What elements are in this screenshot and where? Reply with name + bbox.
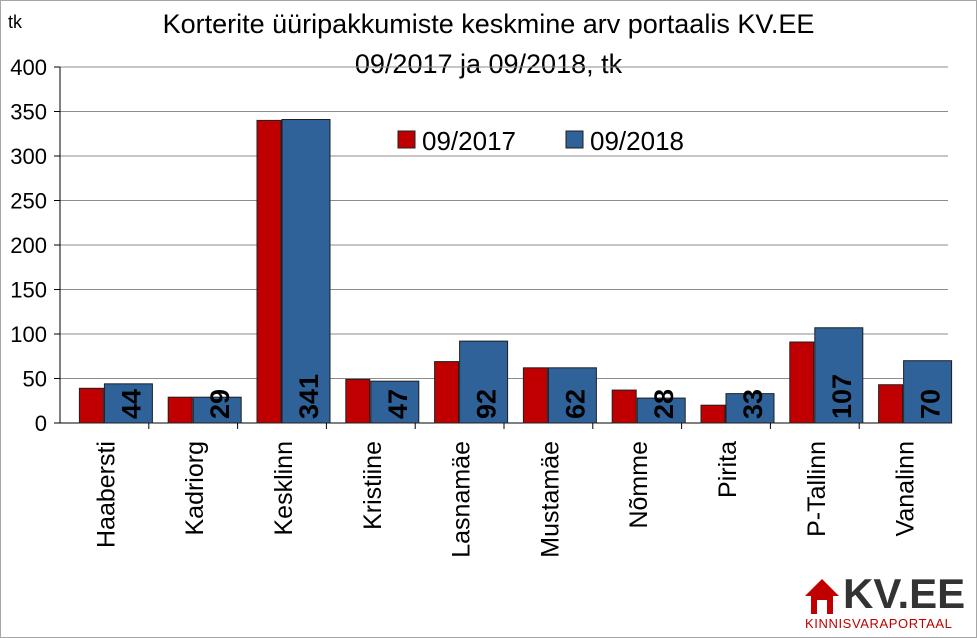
- data-label-09-2018: 29: [205, 389, 235, 419]
- data-label-09-2018: 107: [827, 374, 857, 419]
- legend-swatch-09-2018: [565, 130, 584, 149]
- data-label-09-2018: 70: [916, 389, 946, 419]
- y-tick-label: 0: [35, 411, 47, 436]
- bar-09-2017-Kadriorg: [167, 396, 193, 424]
- y-tick-label: 50: [23, 367, 47, 392]
- bar-09-2018-Vanalinn: [903, 360, 953, 424]
- data-label-09-2018: 33: [738, 389, 768, 419]
- legend-label: 09/2017: [422, 126, 516, 156]
- bar-09-2017-Lasnamäe: [434, 361, 460, 424]
- bar-09-2018-Nõmme: [636, 397, 686, 424]
- bar-09-2017-Pirita: [700, 404, 726, 424]
- x-tick-label: Kadriorg: [181, 441, 209, 536]
- bar-09-2017-Kesklinn: [256, 119, 282, 424]
- y-tick-label: 300: [10, 144, 47, 169]
- x-tick-label: Pirita: [714, 441, 742, 498]
- x-tick-label: Kristiine: [359, 441, 387, 530]
- legend-swatch-09-2017: [397, 130, 416, 149]
- bar-09-2017-P-Tallinn: [789, 341, 815, 424]
- legend-label: 09/2018: [590, 126, 684, 156]
- y-tick-label: 400: [10, 55, 47, 80]
- logo-subtitle: KINNISVARAPORTAAL: [805, 616, 953, 631]
- y-tick-label: 100: [10, 322, 47, 347]
- data-label-09-2018: 47: [383, 389, 413, 419]
- x-tick-label: Kesklinn: [270, 441, 298, 536]
- bar-09-2017-Nõmme: [611, 389, 637, 424]
- y-tick-label: 200: [10, 233, 47, 258]
- bar-09-2018-Kadriorg: [192, 396, 242, 424]
- x-tick-label: Nõmme: [625, 441, 653, 529]
- x-tick-label: Haabersti: [92, 441, 120, 548]
- bar-09-2018-Kesklinn: [281, 119, 331, 424]
- data-label-09-2018: 28: [649, 389, 679, 419]
- bar-09-2017-Vanalinn: [878, 384, 904, 424]
- x-tick-label: Vanalinn: [892, 441, 920, 536]
- bar-09-2018-Kristiine: [370, 380, 420, 424]
- bar-09-2017-Haabersti: [78, 387, 104, 424]
- data-label-09-2018: 341: [294, 374, 324, 419]
- y-tick-label: 350: [10, 100, 47, 125]
- data-label-09-2018: 44: [116, 389, 146, 419]
- x-tick-label: P-Tallinn: [803, 441, 831, 537]
- x-tick-label: Mustamäe: [536, 441, 564, 558]
- y-tick-label: 150: [10, 278, 47, 303]
- bar-09-2018-Lasnamäe: [459, 340, 509, 424]
- chart-title: Korterite üüripakkumiste keskmine arv po…: [162, 9, 815, 39]
- y-tick-label: 250: [10, 189, 47, 214]
- bar-09-2018-Haabersti: [103, 383, 153, 424]
- bar-09-2017-Mustamäe: [522, 367, 548, 424]
- bar-09-2017-Kristiine: [345, 378, 371, 424]
- y-axis-label: tk: [8, 12, 23, 32]
- data-label-09-2018: 62: [560, 389, 590, 419]
- kvee-logo: KV.EE KINNISVARAPORTAAL: [803, 570, 971, 632]
- logo-text: KV.EE: [843, 570, 966, 617]
- x-tick-label: Lasnamäe: [448, 441, 476, 558]
- house-icon: [805, 579, 839, 614]
- chart-subtitle: 09/2017 ja 09/2018, tk: [354, 49, 623, 79]
- data-label-09-2018: 92: [472, 389, 502, 419]
- bar-09-2018-Mustamäe: [547, 367, 597, 424]
- bar-09-2018-P-Tallinn: [814, 327, 864, 424]
- bar-09-2018-Pirita: [725, 393, 775, 424]
